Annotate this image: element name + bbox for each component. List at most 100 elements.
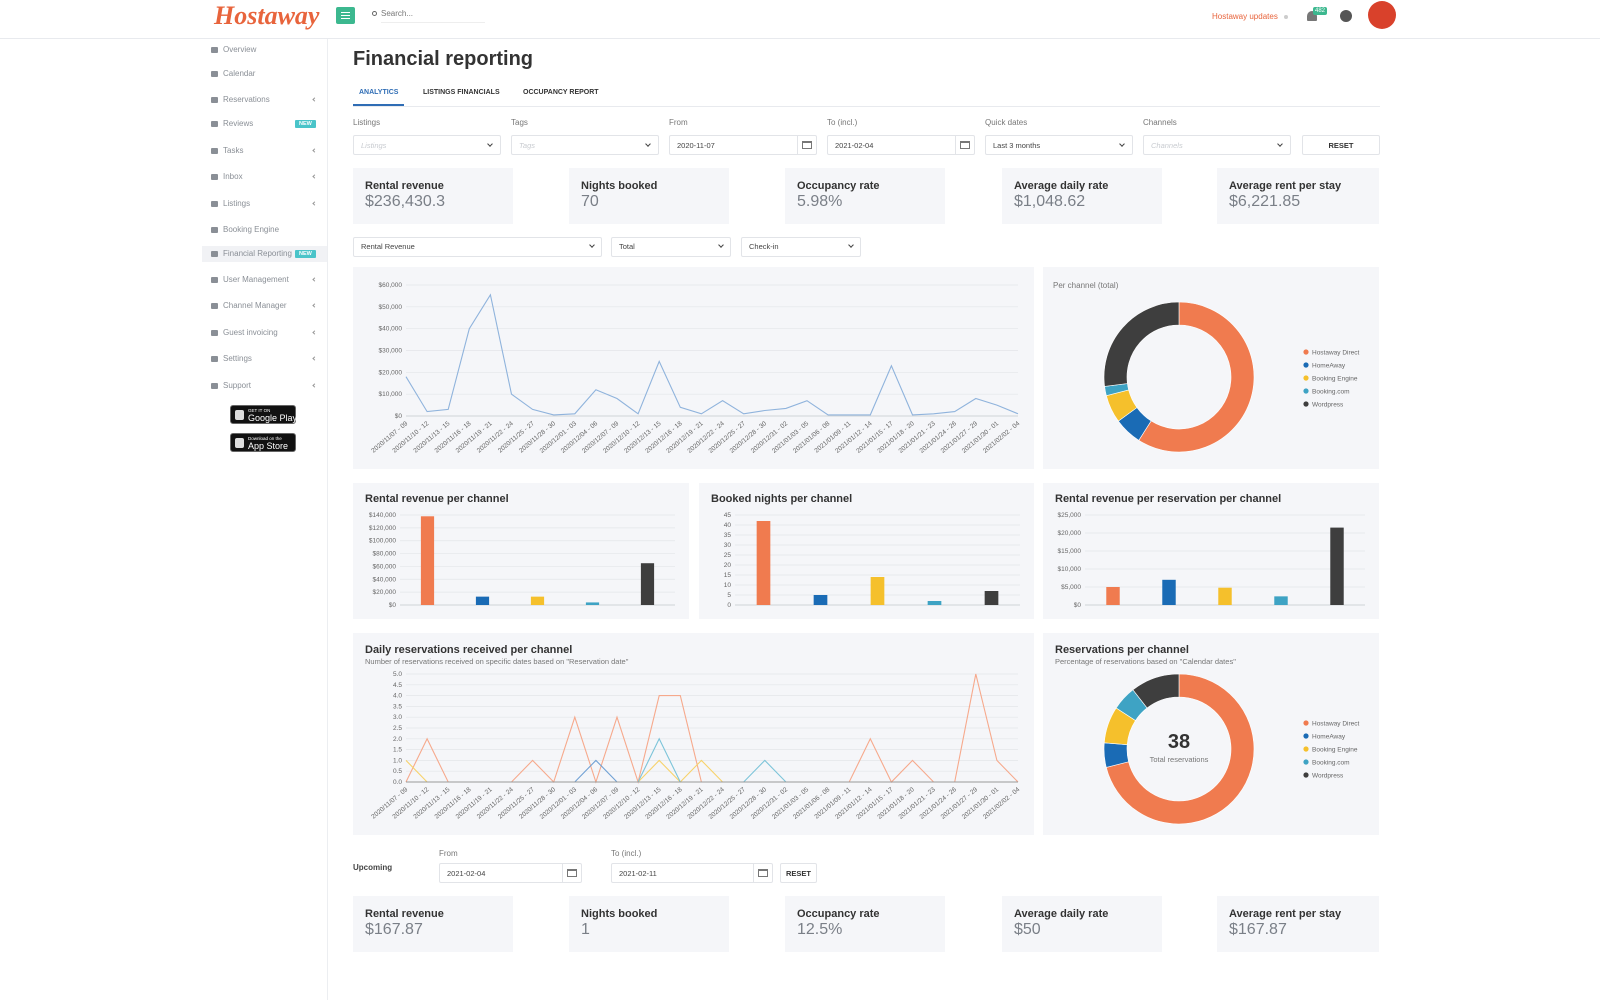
kpi-card	[569, 896, 729, 952]
nav-item[interactable]: Overview	[223, 45, 257, 54]
nav-item[interactable]: Inbox	[223, 172, 243, 181]
avatar[interactable]	[1368, 1, 1396, 29]
filter-box[interactable]	[669, 135, 817, 155]
calendar-icon	[960, 141, 970, 149]
nav-badge: NEW	[295, 250, 316, 258]
filter-box[interactable]	[985, 135, 1133, 155]
filter-placeholder: Channels	[1151, 141, 1183, 150]
bell-icon[interactable]	[1307, 11, 1317, 21]
chart-card	[1043, 483, 1379, 619]
nav-icon	[211, 383, 218, 389]
tab[interactable]: ANALYTICS	[359, 89, 399, 96]
nav-icon	[211, 148, 218, 154]
kpi-card	[1217, 896, 1379, 952]
badge-big: Google Play	[248, 413, 298, 423]
nav-icon	[211, 356, 218, 362]
nav-badge: NEW	[295, 120, 316, 128]
menu-line	[341, 18, 350, 19]
chart-card	[699, 483, 1034, 619]
metric-select[interactable]	[353, 237, 602, 257]
filter-box[interactable]	[511, 135, 659, 155]
nav-item[interactable]: Listings	[223, 199, 251, 208]
reset-button[interactable]: RESET	[780, 863, 817, 883]
nav-item[interactable]: Calendar	[223, 69, 256, 78]
nav-item[interactable]: Booking Engine	[223, 225, 280, 234]
nav-icon	[211, 201, 218, 207]
menu-button[interactable]	[336, 7, 355, 24]
filter-label: From	[669, 118, 688, 127]
nav-item[interactable]: Reviews	[223, 119, 254, 128]
notification-badge: 482	[1313, 7, 1328, 15]
search-input[interactable]: Search...	[381, 9, 485, 23]
filter-placeholder: Listings	[361, 141, 387, 150]
kpi-card	[1217, 168, 1379, 224]
kpi-label: Average daily rate	[1014, 908, 1109, 920]
nav-item[interactable]: Financial Reporting	[223, 249, 292, 258]
nav-icon	[211, 174, 218, 180]
calendar-icon	[758, 869, 768, 877]
nav-icon	[211, 277, 218, 283]
filter-box[interactable]	[827, 135, 975, 155]
kpi-value: $167.87	[365, 921, 423, 938]
kpi-value: 70	[581, 193, 599, 210]
filter-box[interactable]	[1143, 135, 1291, 155]
nav-item[interactable]: User Management	[223, 275, 289, 284]
kpi-label: Average rent per stay	[1229, 908, 1342, 920]
filter-box[interactable]	[439, 863, 582, 883]
kpi-card	[1002, 896, 1162, 952]
nav-icon	[211, 303, 218, 309]
app-store-badge[interactable]: Download on the App Store	[230, 433, 296, 452]
filter-label: Listings	[353, 118, 381, 127]
updates-dot	[1284, 15, 1288, 19]
metric-select[interactable]	[741, 237, 861, 257]
chart-card	[353, 633, 1034, 835]
badge-small: Download on the	[248, 436, 282, 441]
nav-icon	[211, 47, 218, 53]
kpi-label: Rental revenue	[365, 180, 444, 192]
filter-label: To (incl.)	[827, 118, 858, 127]
kpi-card	[1002, 168, 1162, 224]
nav-item[interactable]: Tasks	[223, 146, 244, 155]
kpi-card	[353, 896, 513, 952]
nav-item[interactable]: Settings	[223, 354, 252, 363]
filter-value: 2020-11-07	[677, 141, 715, 150]
filter-value: 2021-02-04	[835, 141, 874, 150]
logo[interactable]: Hostaway	[214, 1, 320, 30]
kpi-card	[785, 896, 945, 952]
tab[interactable]: LISTINGS FINANCIALS	[423, 89, 500, 96]
tab[interactable]: OCCUPANCY REPORT	[523, 89, 599, 96]
kpi-card	[569, 168, 729, 224]
reset-button[interactable]: RESET	[1302, 135, 1380, 155]
search-icon	[372, 11, 377, 16]
metric-select-value: Total	[619, 242, 635, 251]
kpi-value: 12.5%	[797, 921, 843, 938]
filter-label: Channels	[1143, 118, 1177, 127]
filter-value: 2021-02-11	[619, 869, 657, 878]
nav-icon	[211, 121, 218, 127]
help-icon[interactable]	[1340, 10, 1352, 22]
nav-item[interactable]: Reservations	[223, 95, 270, 104]
nav-item[interactable]: Guest invoicing	[223, 328, 278, 337]
filter-label: From	[439, 849, 458, 858]
kpi-value: $6,221.85	[1229, 193, 1301, 210]
chart-card	[1043, 267, 1379, 469]
kpi-value: 1	[581, 921, 590, 938]
filter-box[interactable]	[611, 863, 773, 883]
calendar-icon	[567, 869, 577, 877]
kpi-value: 5.98%	[797, 193, 843, 210]
nav-item[interactable]: Support	[223, 381, 252, 390]
nav-icon	[211, 330, 218, 336]
google-play-badge[interactable]: GET IT ON Google Play	[230, 405, 298, 424]
upcoming-label: Upcoming	[353, 863, 393, 872]
filter-box[interactable]	[353, 135, 501, 155]
badge-logo	[235, 410, 244, 420]
nav-item[interactable]: Channel Manager	[223, 301, 287, 310]
metric-select[interactable]	[611, 237, 731, 257]
kpi-value: $236,430.3	[365, 193, 446, 210]
chart-card	[1043, 633, 1379, 835]
icon-divider	[562, 863, 563, 883]
updates-link[interactable]: Hostaway updates	[1212, 12, 1278, 21]
menu-line	[341, 15, 350, 16]
kpi-label: Occupancy rate	[797, 180, 880, 192]
nav-icon	[211, 251, 218, 257]
